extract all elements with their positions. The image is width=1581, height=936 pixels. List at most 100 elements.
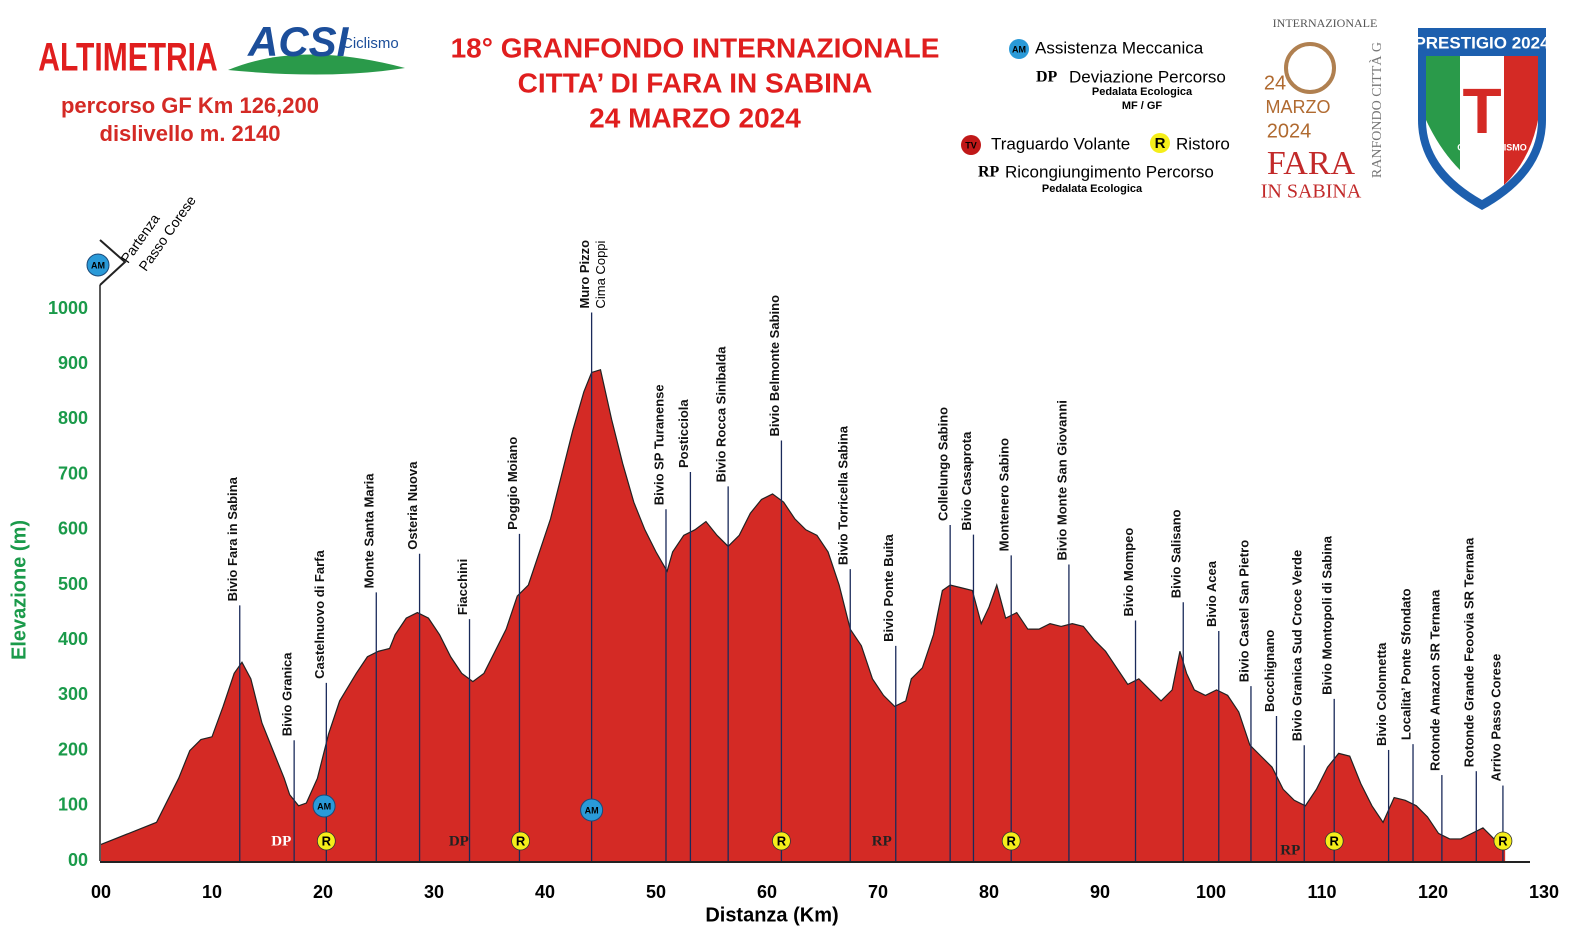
am-icon-text: AM xyxy=(1012,44,1026,54)
shield-title: PRESTIGIO 2024 xyxy=(1414,33,1550,52)
title-line: 24 MARZO 2024 xyxy=(589,102,801,133)
am-text: AM xyxy=(585,805,599,815)
shield-red xyxy=(1504,56,1538,185)
y-tick-label: 900 xyxy=(58,353,88,373)
waypoint-label: Localita’ Ponte Sfondato xyxy=(1398,588,1413,740)
x-tick-label: 40 xyxy=(535,882,555,902)
climb: dislivello m. 2140 xyxy=(100,121,281,146)
fara-top: INTERNAZIONALE xyxy=(1273,16,1378,30)
waypoint-label: Posticciola xyxy=(676,399,691,468)
acsi-swoosh xyxy=(228,54,405,75)
x-tick-label: 120 xyxy=(1418,882,1448,902)
tv-icon xyxy=(961,135,981,155)
fara-month: MARZO xyxy=(1266,97,1331,117)
r-icon xyxy=(1150,133,1170,153)
waypoint-label: Rotonde Amazon SR Ternana xyxy=(1427,589,1442,771)
fara-side: RANFONDO CITTÀ G xyxy=(1368,42,1385,178)
waypoint-label: Bivio Granica xyxy=(280,652,295,737)
waypoint-label: Bivio Ponte Buita xyxy=(881,533,896,641)
left-title: ALTIMETRIA xyxy=(38,35,217,79)
ristoro-text: R xyxy=(516,833,526,848)
legend-tv: Traguardo Volante xyxy=(991,134,1130,153)
acsi-logo: ACSI xyxy=(247,18,350,65)
x-tick-label: 00 xyxy=(91,882,111,902)
elevation-area xyxy=(101,369,1506,861)
ristoro-text: R xyxy=(1498,833,1508,848)
am-text: AM xyxy=(317,801,331,811)
title-line: CITTA’ DI FARA IN SABINA xyxy=(518,67,873,98)
route-length: percorso GF Km 126,200 xyxy=(61,93,319,118)
waypoint-label: Osteria Nuova xyxy=(405,461,420,550)
am-text: AM xyxy=(91,260,105,270)
fara-name: FARA xyxy=(1267,145,1356,182)
start-flag xyxy=(99,239,127,286)
waypoint-label: Bivio Castel San Pietro xyxy=(1236,540,1251,682)
waypoint-label: Fiacchini xyxy=(455,559,470,615)
acsi-sub: Ciclismo xyxy=(342,35,399,52)
y-tick-label: 1000 xyxy=(48,298,88,318)
y-tick-label: 00 xyxy=(68,850,88,870)
fara-circle xyxy=(1284,42,1336,94)
waypoint-label: Muro Pizzo xyxy=(577,240,592,309)
legend-rp-sub: Pedalata Ecologica xyxy=(1042,183,1143,195)
am-icon xyxy=(86,253,110,277)
ristoro-icon xyxy=(1324,831,1344,851)
waypoint-label: Poggio Moiano xyxy=(505,437,520,530)
y-tick-label: 100 xyxy=(58,795,88,815)
route-marker: DP xyxy=(271,833,291,849)
rp-icon: RP xyxy=(978,164,1000,181)
fara-sabina: IN SABINA xyxy=(1261,181,1362,203)
ristoro-text: R xyxy=(322,833,332,848)
ristoro-text: R xyxy=(1007,833,1017,848)
waypoint-label: Bivio Salisano xyxy=(1169,509,1184,598)
waypoint-label: Bivio Montopoli di Sabina xyxy=(1320,535,1335,695)
waypoint-label: Bivio Granica Sud Croce Verde xyxy=(1290,550,1305,741)
x-tick-label: 80 xyxy=(979,882,999,902)
dp-icon: DP xyxy=(1036,69,1058,86)
waypoint-label: Bivio Torricella Sabina xyxy=(836,425,851,565)
fara-day: 24 xyxy=(1264,72,1286,94)
legend-dp-sub: MF / GF xyxy=(1122,100,1163,112)
waypoint-label: Montenero Sabino xyxy=(997,438,1012,551)
y-tick-label: 200 xyxy=(58,739,88,759)
elevation-line xyxy=(100,368,1506,848)
y-axis-label: Elevazione (m) xyxy=(8,520,30,660)
ristoro-icon xyxy=(1001,831,1021,851)
shield-letter: T xyxy=(1462,75,1501,147)
waypoint-label: Bivio Monte San Giovanni xyxy=(1054,400,1069,560)
shield-green xyxy=(1426,56,1460,170)
y-tick-label: 400 xyxy=(58,629,88,649)
waypoint-label: Bivio Fara in Sabina xyxy=(225,476,240,601)
legend-rp: Ricongiungimento Percorso xyxy=(1005,162,1214,181)
waypoint-label: Monte Santa Maria xyxy=(362,473,377,589)
waypoint-label: Bivio Acea xyxy=(1204,560,1219,627)
am-icon xyxy=(580,798,604,822)
ristoro-text: R xyxy=(1330,833,1340,848)
ristoro-icon xyxy=(511,831,530,851)
waypoint-label: Bivio SP Turanense xyxy=(651,384,666,505)
x-tick-label: 60 xyxy=(757,882,777,902)
x-tick-label: 30 xyxy=(424,882,444,902)
x-tick-label: 70 xyxy=(868,882,888,902)
x-tick-label: 130 xyxy=(1529,882,1559,902)
route-marker: RP xyxy=(872,833,892,849)
waypoint-label: Bivio Colonnetta xyxy=(1374,642,1389,746)
legend-dp: Deviazione Percorso xyxy=(1069,67,1226,86)
ristoro-icon xyxy=(316,831,336,851)
y-tick-label: 500 xyxy=(58,574,88,594)
y-tick-label: 700 xyxy=(58,463,88,483)
waypoint-label: Bivio Casaprota xyxy=(959,431,974,531)
waypoint-label: Arrivo Passo Corese xyxy=(1488,654,1503,782)
waypoint-label: Bivio Mompeo xyxy=(1121,528,1136,617)
y-tick-label: 800 xyxy=(58,408,88,428)
waypoint-label: Bivio Belmonte Sabino xyxy=(767,295,782,437)
waypoint-label: Bivio Rocca Sinibalda xyxy=(714,346,729,483)
x-tick-label: 10 xyxy=(202,882,222,902)
am-icon xyxy=(312,794,336,818)
waypoint-sub: Cima Coppi xyxy=(593,240,608,308)
y-tick-label: 300 xyxy=(58,684,88,704)
route-marker: RP xyxy=(1280,842,1300,858)
title-line: 18° GRANFONDO INTERNAZIONALE xyxy=(451,32,940,63)
x-tick-label: 20 xyxy=(313,882,333,902)
